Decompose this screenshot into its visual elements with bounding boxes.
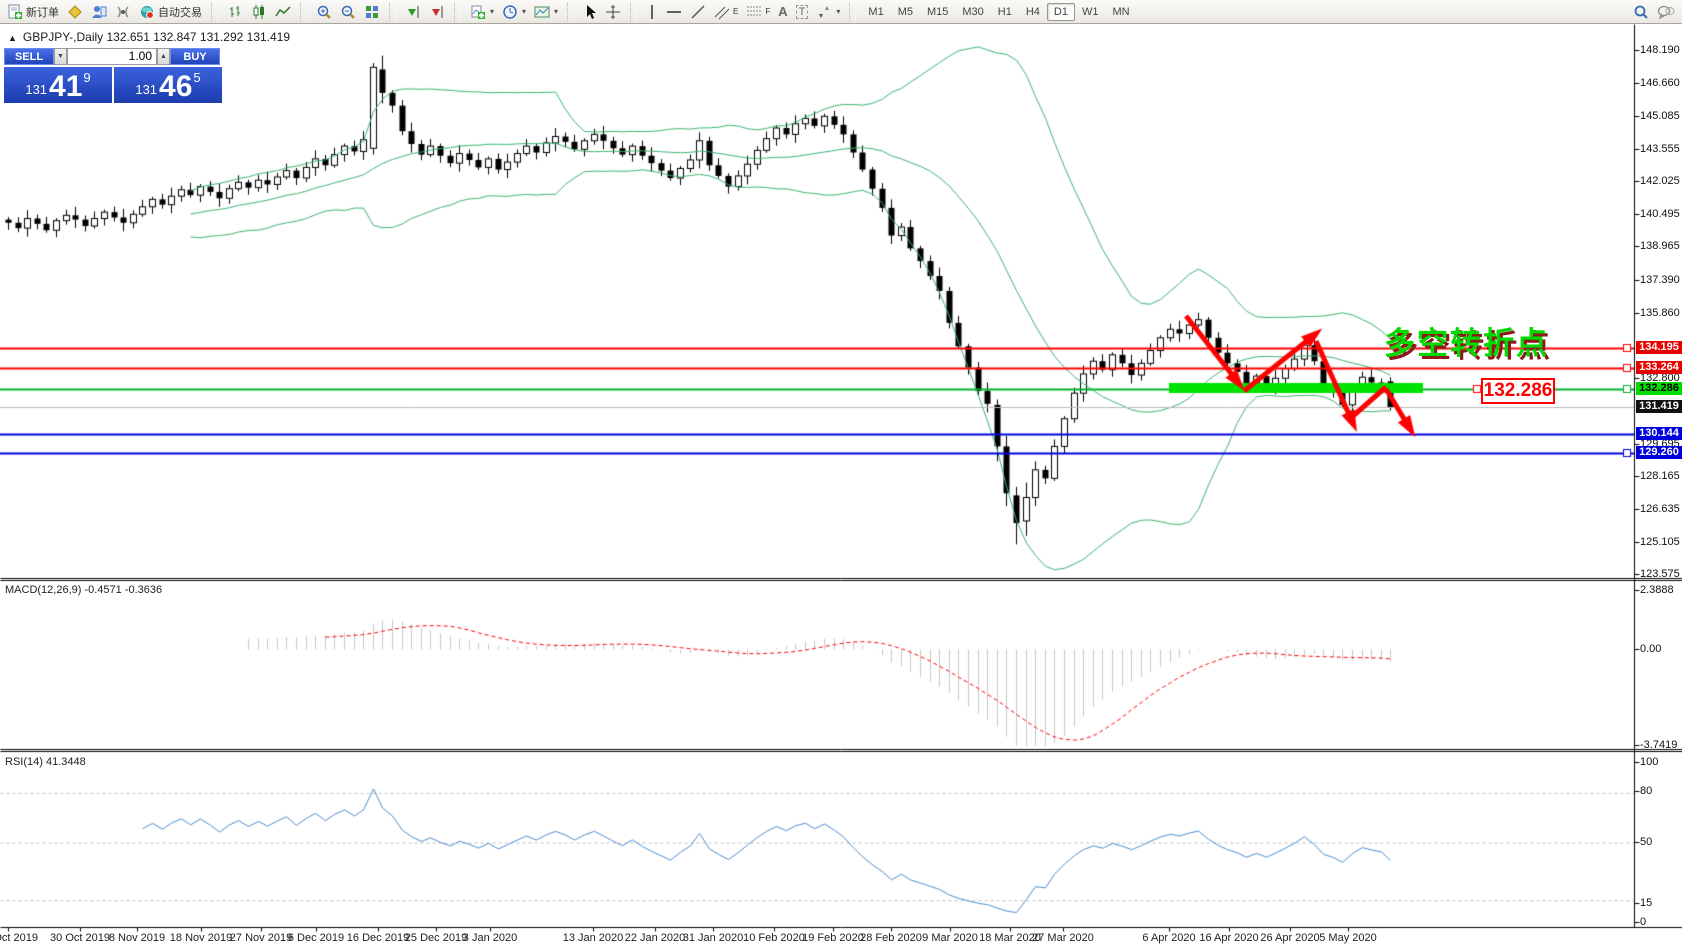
price-axis-tick: 142.025 xyxy=(1640,175,1680,188)
price-axis-tick: 137.390 xyxy=(1640,274,1680,286)
date-axis-label: 19 Feb 2020 xyxy=(802,932,864,944)
date-axis-label: 13 Jan 2020 xyxy=(562,932,624,944)
symbol-ohlc-readout: GBPJPY-,Daily 132.651 132.847 131.292 13… xyxy=(22,30,291,44)
date-axis-label: 30 Oct 2019 xyxy=(50,932,110,944)
rsi-axis-tick: 100 xyxy=(1640,756,1659,768)
date-axis-label: 31 Jan 2020 xyxy=(682,932,744,944)
price-label-badge: 132.286 xyxy=(1636,381,1682,395)
rsi-axis-tick: 0 xyxy=(1640,916,1647,928)
price-axis-tick: 126.635 xyxy=(1640,503,1680,516)
price-axis-tick: 125.105 xyxy=(1640,535,1680,548)
macd-axis-tick: 2.3888 xyxy=(1640,584,1674,596)
price-axis-tick: 140.495 xyxy=(1640,207,1680,220)
price-axis-tick: 123.575 xyxy=(1640,568,1680,581)
macd-label: MACD(12,26,9) -0.4571 -0.3636 xyxy=(5,584,163,596)
macd-axis-tick: -3.7419 xyxy=(1640,739,1678,751)
date-axis-label: 25 Dec 2019 xyxy=(404,932,468,944)
rsi-axis-tick: 80 xyxy=(1640,785,1653,797)
date-axis-label: 6 Dec 2019 xyxy=(287,932,345,944)
rsi-label: RSI(14) 41.3448 xyxy=(5,756,86,768)
price-label-badge: 134.195 xyxy=(1636,341,1682,355)
price-label-badge: 129.260 xyxy=(1636,446,1682,460)
date-axis-label: 26 Apr 2020 xyxy=(1260,932,1320,944)
price-tag-132286[interactable]: 132.286 xyxy=(1481,378,1555,404)
date-axis-label: 22 Jan 2020 xyxy=(624,932,686,944)
price-label-badge: 130.144 xyxy=(1636,427,1682,441)
date-axis-label: 5 May 2020 xyxy=(1319,932,1377,944)
bid-prefix: 131 xyxy=(25,82,48,97)
ask-price-button[interactable]: 131 46 5 xyxy=(114,67,222,103)
bid-pip-digit: 9 xyxy=(83,70,91,85)
date-axis-label: 3 Jan 2020 xyxy=(462,932,518,944)
price-label-badge: 133.264 xyxy=(1636,360,1682,374)
date-axis-label: 16 Apr 2020 xyxy=(1199,932,1259,944)
sell-button[interactable]: SELL xyxy=(4,48,54,65)
date-axis-label: 18 Mar 2020 xyxy=(979,932,1041,944)
ask-pip-digit: 5 xyxy=(193,70,201,85)
price-axis-tick: 128.165 xyxy=(1640,470,1680,483)
price-axis-tick: 143.555 xyxy=(1640,142,1680,155)
date-axis-label: 28 Feb 2020 xyxy=(860,932,922,944)
symbol-title: ▲ GBPJPY-,Daily 132.651 132.847 131.292 1… xyxy=(8,30,290,44)
bid-price-button[interactable]: 131 41 9 xyxy=(4,67,112,103)
price-axis-tick: 132.800 xyxy=(1640,371,1680,384)
ask-big-digits: 46 xyxy=(159,70,193,103)
date-axis-label: 27 Mar 2020 xyxy=(1032,932,1094,944)
rsi-axis-tick: 50 xyxy=(1640,836,1653,848)
price-axis-tick: 146.660 xyxy=(1640,76,1680,89)
volume-down-button[interactable]: ▼ xyxy=(54,48,67,65)
ask-prefix: 131 xyxy=(135,82,158,97)
macd-axis-tick: 0.00 xyxy=(1640,643,1662,655)
price-axis-tick: 145.085 xyxy=(1640,110,1680,123)
date-axis-label: 27 Nov 2019 xyxy=(229,932,293,944)
volume-input[interactable]: 1.00 xyxy=(67,48,157,65)
volume-up-button[interactable]: ▲ xyxy=(157,48,170,65)
date-axis-label: 6 Apr 2020 xyxy=(1142,932,1196,944)
price-axis-tick: 138.965 xyxy=(1640,240,1680,253)
date-axis-label: 8 Nov 2019 xyxy=(108,932,166,944)
buy-button[interactable]: BUY xyxy=(170,48,220,65)
price-axis-tick: 148.190 xyxy=(1640,44,1680,56)
price-label-badge: 131.419 xyxy=(1636,400,1682,414)
one-click-trade-panel: SELL ▼ 1.00 ▲ BUY 131 41 9 131 46 5 xyxy=(4,48,222,103)
price-axis-tick: 135.860 xyxy=(1640,306,1680,319)
collapse-panel-icon[interactable]: ▲ xyxy=(8,33,17,43)
date-axis-label: 18 Nov 2019 xyxy=(169,932,233,944)
date-axis-label: 21 Oct 2019 xyxy=(0,932,38,944)
bid-big-digits: 41 xyxy=(49,70,83,103)
turning-point-annotation[interactable]: 多空转折点 xyxy=(1384,326,1549,361)
date-axis-label: 10 Feb 2020 xyxy=(743,932,805,944)
rsi-axis-tick: 15 xyxy=(1640,897,1653,909)
date-axis-label: 16 Dec 2019 xyxy=(346,932,410,944)
date-axis-label: 9 Mar 2020 xyxy=(922,932,978,944)
